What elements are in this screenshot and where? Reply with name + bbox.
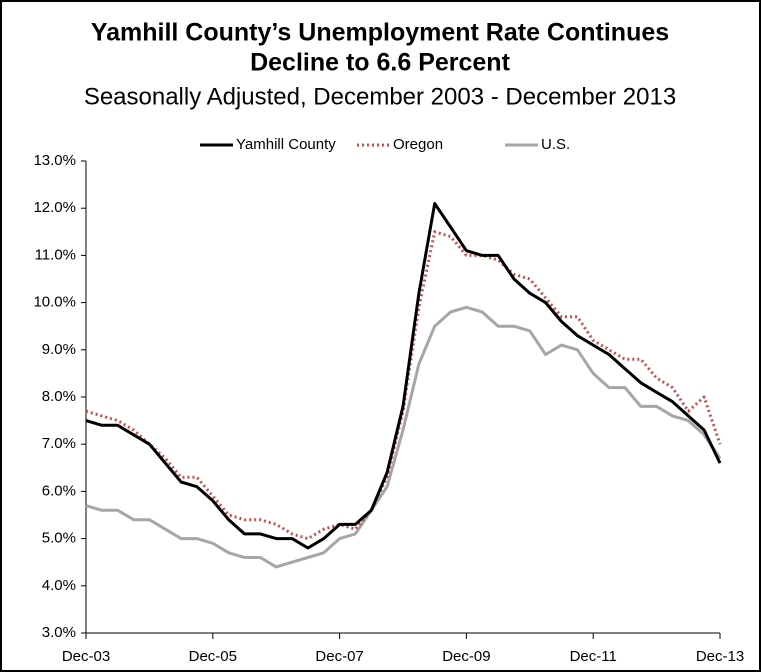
x-tick-label: Dec-05 (189, 648, 237, 665)
x-tick-label: Dec-07 (315, 648, 363, 665)
y-tick-label: 4.0% (42, 577, 76, 594)
x-tick-label: Dec-09 (442, 648, 490, 665)
y-tick-label: 5.0% (42, 530, 76, 547)
y-tick-label: 8.0% (42, 388, 76, 405)
y-tick-label: 7.0% (42, 435, 76, 452)
legend-label: Yamhill County (236, 136, 336, 153)
series-line (85, 305, 722, 569)
chart-title: Decline to 6.6 Percent (250, 49, 511, 77)
y-tick-label: 12.0% (33, 199, 76, 216)
y-tick-label: 9.0% (42, 341, 76, 358)
x-tick-label: Dec-11 (570, 648, 617, 665)
x-tick-label: Dec-03 (62, 648, 110, 665)
x-tick-label: Dec-13 (696, 648, 744, 665)
series-line (85, 230, 722, 541)
chart-title: Yamhill County’s Unemployment Rate Conti… (91, 19, 669, 47)
chart-subtitle: Seasonally Adjusted, December 2003 - Dec… (84, 83, 676, 110)
y-tick-label: 13.0% (33, 152, 76, 169)
legend-label: Oregon (393, 136, 443, 153)
legend-label: U.S. (541, 136, 570, 153)
y-tick-label: 11.0% (35, 246, 76, 263)
y-tick-label: 6.0% (42, 482, 76, 499)
series-line (85, 202, 722, 550)
y-tick-label: 3.0% (42, 624, 76, 641)
y-tick-label: 10.0% (33, 294, 76, 311)
